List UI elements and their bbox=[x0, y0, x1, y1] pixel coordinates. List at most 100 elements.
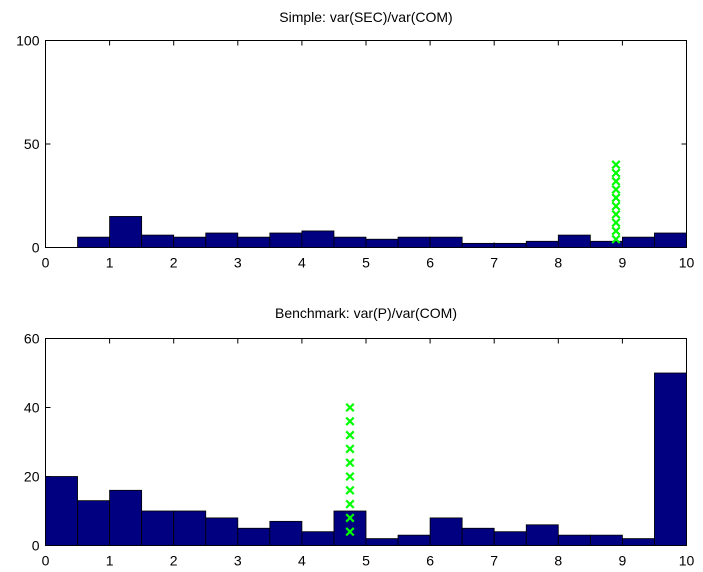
bar bbox=[525, 240, 559, 248]
x-tick-label: 3 bbox=[234, 553, 242, 569]
x-tick-label: 7 bbox=[490, 553, 498, 569]
bar bbox=[557, 234, 591, 248]
y-tick-label: 100 bbox=[16, 33, 40, 49]
x-tick-label: 6 bbox=[426, 255, 434, 271]
x-marker bbox=[345, 430, 355, 440]
x-tick-label: 9 bbox=[619, 553, 627, 569]
x-marker bbox=[345, 402, 355, 413]
x-tick-label: 0 bbox=[42, 255, 50, 271]
bar bbox=[205, 517, 239, 546]
bar bbox=[205, 232, 239, 248]
marker-series bbox=[611, 160, 621, 244]
y-tick-label: 0 bbox=[32, 538, 40, 554]
x-marker bbox=[611, 201, 621, 211]
bar bbox=[173, 236, 207, 248]
bar bbox=[365, 238, 399, 248]
x-tick-label: 3 bbox=[234, 255, 242, 271]
x-marker bbox=[611, 168, 621, 178]
x-tick-label: 5 bbox=[362, 255, 370, 271]
x-marker bbox=[611, 234, 621, 244]
x-tick-label: 2 bbox=[170, 255, 178, 271]
chart-title: Simple: var(SEC)/var(COM) bbox=[279, 9, 452, 25]
bar bbox=[525, 524, 559, 546]
x-marker bbox=[611, 218, 621, 228]
y-tick-label: 50 bbox=[24, 136, 40, 152]
x-marker bbox=[345, 416, 355, 426]
y-tick-label: 20 bbox=[24, 469, 40, 485]
bar bbox=[557, 534, 591, 546]
bar bbox=[269, 232, 303, 248]
y-tick-labels: 0 50 100 bbox=[16, 33, 40, 256]
x-tick-label: 6 bbox=[426, 553, 434, 569]
bar bbox=[493, 531, 527, 546]
bar bbox=[269, 520, 303, 546]
bar bbox=[333, 510, 367, 546]
x-marker bbox=[611, 193, 621, 203]
x-marker bbox=[611, 176, 621, 186]
bar bbox=[109, 489, 143, 546]
bar bbox=[493, 242, 527, 248]
axes-frame bbox=[45, 40, 687, 248]
x-marker bbox=[345, 513, 355, 523]
x-marker bbox=[611, 226, 621, 236]
x-tick-label: 9 bbox=[619, 255, 627, 271]
x-tick-label: 2 bbox=[170, 553, 178, 569]
bar bbox=[173, 510, 207, 546]
bar bbox=[397, 534, 431, 546]
x-marker bbox=[611, 209, 621, 219]
marker-series bbox=[345, 402, 355, 537]
bar bbox=[654, 372, 687, 546]
bars bbox=[77, 216, 687, 248]
bar bbox=[589, 534, 623, 546]
x-marker bbox=[611, 184, 621, 195]
x-tick-label: 8 bbox=[554, 255, 562, 271]
bar bbox=[77, 236, 111, 248]
bar bbox=[622, 538, 655, 546]
x-tick-label: 5 bbox=[362, 553, 370, 569]
chart-title: Benchmark: var(P)/var(COM) bbox=[275, 305, 457, 321]
bar bbox=[654, 232, 687, 248]
x-tick-label: 4 bbox=[298, 255, 306, 271]
chart-simple: Simple: var(SEC)/var(COM) 0 1 2 3 4 5 6 7 8 9 10 0… bbox=[16, 9, 694, 271]
x-tick-label: 10 bbox=[679, 553, 695, 569]
bar bbox=[141, 234, 175, 248]
bar bbox=[429, 236, 463, 248]
x-tick-label: 1 bbox=[106, 553, 114, 569]
x-tick-label: 8 bbox=[554, 553, 562, 569]
bar bbox=[77, 500, 111, 546]
x-tick-label: 10 bbox=[679, 255, 695, 271]
x-tick-label: 7 bbox=[490, 255, 498, 271]
bar bbox=[301, 230, 335, 248]
x-tick-label: 0 bbox=[42, 553, 50, 569]
bar bbox=[461, 242, 495, 248]
y-tick-label: 40 bbox=[24, 400, 40, 416]
bar bbox=[622, 236, 655, 248]
x-marker bbox=[345, 458, 355, 468]
bar bbox=[397, 236, 431, 248]
bar bbox=[365, 538, 399, 546]
chart-benchmark: Benchmark: var(P)/var(COM) 0 1 2 3 4 5 6 7 8 9 10 … bbox=[24, 305, 695, 569]
bar bbox=[237, 236, 271, 248]
bar bbox=[141, 510, 175, 546]
x-marker bbox=[345, 485, 355, 495]
x-marker bbox=[345, 471, 355, 482]
bar bbox=[109, 216, 143, 248]
bar bbox=[237, 527, 271, 546]
x-marker bbox=[345, 499, 355, 509]
bar bbox=[429, 517, 463, 546]
y-tick-labels: 0 20 40 60 bbox=[24, 331, 40, 554]
x-marker bbox=[345, 444, 355, 454]
x-tick-label: 1 bbox=[106, 255, 114, 271]
bar bbox=[333, 236, 367, 248]
bars bbox=[45, 372, 687, 546]
x-marker bbox=[345, 527, 355, 537]
bar bbox=[461, 527, 495, 546]
y-tick-label: 0 bbox=[32, 240, 40, 256]
bar bbox=[301, 531, 335, 546]
x-marker bbox=[611, 160, 621, 170]
bar bbox=[45, 476, 78, 546]
x-tick-label: 4 bbox=[298, 553, 306, 569]
y-tick-label: 60 bbox=[24, 331, 40, 347]
x-tick-labels: 0 1 2 3 4 5 6 7 8 9 10 bbox=[42, 553, 695, 569]
